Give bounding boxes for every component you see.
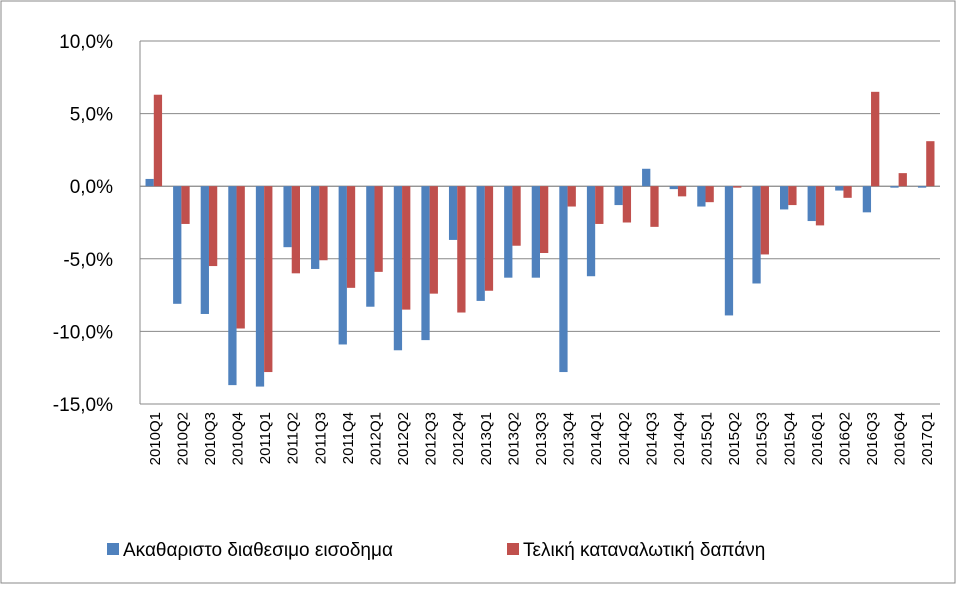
x-tick-label: 2011Q4 <box>340 412 357 464</box>
x-tick-label: 2010Q4 <box>230 412 247 465</box>
bar <box>926 141 935 187</box>
bar <box>642 168 651 187</box>
bar <box>614 186 623 206</box>
bar <box>835 186 844 191</box>
bar <box>402 186 411 310</box>
bar <box>871 91 880 187</box>
bar <box>236 186 245 329</box>
bar <box>862 186 872 213</box>
x-tick-label: 2013Q4 <box>561 412 578 465</box>
bar <box>145 178 154 187</box>
bar <box>697 186 706 207</box>
bar <box>559 186 568 373</box>
bar <box>283 186 292 248</box>
bar <box>366 186 375 307</box>
x-tick-label: 2014Q2 <box>616 412 633 465</box>
bar <box>181 186 190 224</box>
bar <box>421 186 430 341</box>
x-tick-label: 2015Q3 <box>754 412 771 465</box>
bar <box>338 186 347 345</box>
bar <box>476 186 485 301</box>
bar <box>291 186 300 274</box>
bar <box>200 186 209 314</box>
bar <box>173 186 182 304</box>
bar <box>843 186 852 198</box>
x-tick-label: 2016Q2 <box>836 412 853 465</box>
bar <box>393 186 403 351</box>
bar <box>228 186 237 386</box>
bar <box>531 186 540 278</box>
y-tick-label: -10,0% <box>53 322 113 343</box>
bar <box>484 186 494 291</box>
x-tick-label: 2013Q3 <box>533 412 550 465</box>
bar <box>705 186 714 203</box>
bar <box>255 186 265 387</box>
bar <box>319 186 328 261</box>
bar <box>457 186 466 313</box>
bar <box>917 186 927 188</box>
bar <box>650 186 659 227</box>
bar <box>346 186 356 288</box>
legend-swatch <box>507 543 519 555</box>
y-tick-label: 0,0% <box>70 177 113 198</box>
x-tick-label: 2010Q1 <box>147 412 164 465</box>
bar <box>733 186 742 188</box>
x-tick-label: 2014Q3 <box>643 412 660 465</box>
x-tick-label: 2014Q1 <box>588 412 605 465</box>
legend-label: Τελική καταναλωτική δαπάνη <box>523 540 765 561</box>
x-tick-label: 2015Q2 <box>726 412 743 465</box>
bar <box>752 186 761 284</box>
x-tick-label: 2012Q2 <box>395 412 412 465</box>
legend-label: Ακαθαριστο διαθεσιμο εισοδημα <box>123 540 393 561</box>
legend-swatch <box>107 543 119 555</box>
x-tick-label: 2012Q3 <box>423 412 440 465</box>
x-tick-label: 2013Q2 <box>505 412 522 465</box>
bar <box>504 186 513 278</box>
bar <box>788 186 797 206</box>
x-tick-label: 2010Q3 <box>202 412 219 465</box>
bar <box>760 186 769 255</box>
x-tick-label: 2012Q4 <box>450 412 467 465</box>
bar <box>890 186 899 188</box>
y-tick-label: -5,0% <box>63 250 113 271</box>
x-tick-label: 2016Q1 <box>809 412 826 465</box>
bar <box>677 186 687 197</box>
y-tick-label: 10,0% <box>59 32 113 53</box>
x-tick-label: 2011Q3 <box>312 412 329 464</box>
bar <box>815 186 825 226</box>
bar <box>669 186 678 190</box>
x-tick-label: 2014Q4 <box>671 412 688 465</box>
x-tick-label: 2010Q2 <box>174 412 191 465</box>
bar <box>898 173 907 187</box>
bar <box>540 186 549 253</box>
bar <box>512 186 521 246</box>
x-tick-label: 2011Q2 <box>285 412 302 464</box>
bar <box>586 186 596 277</box>
bar <box>448 186 458 240</box>
bar <box>264 186 273 373</box>
x-tick-label: 2012Q1 <box>367 412 384 465</box>
x-tick-label: 2016Q3 <box>864 412 881 465</box>
x-tick-label: 2013Q1 <box>478 412 495 465</box>
x-tick-label: 2015Q4 <box>781 412 798 465</box>
bar <box>374 186 383 272</box>
x-tick-label: 2016Q4 <box>892 412 909 465</box>
bar <box>208 186 218 267</box>
bar <box>311 186 320 269</box>
bar <box>724 186 734 316</box>
bar <box>567 186 576 207</box>
bar <box>429 186 438 294</box>
y-tick-label: -15,0% <box>53 395 113 416</box>
bar <box>780 186 789 210</box>
x-tick-label: 2015Q1 <box>699 412 716 465</box>
bar <box>595 186 604 224</box>
bar <box>622 186 632 223</box>
x-tick-label: 2017Q1 <box>919 412 936 465</box>
bar <box>153 94 163 187</box>
bar <box>807 186 816 222</box>
y-tick-label: 5,0% <box>70 105 113 126</box>
x-tick-label: 2011Q1 <box>257 412 274 464</box>
